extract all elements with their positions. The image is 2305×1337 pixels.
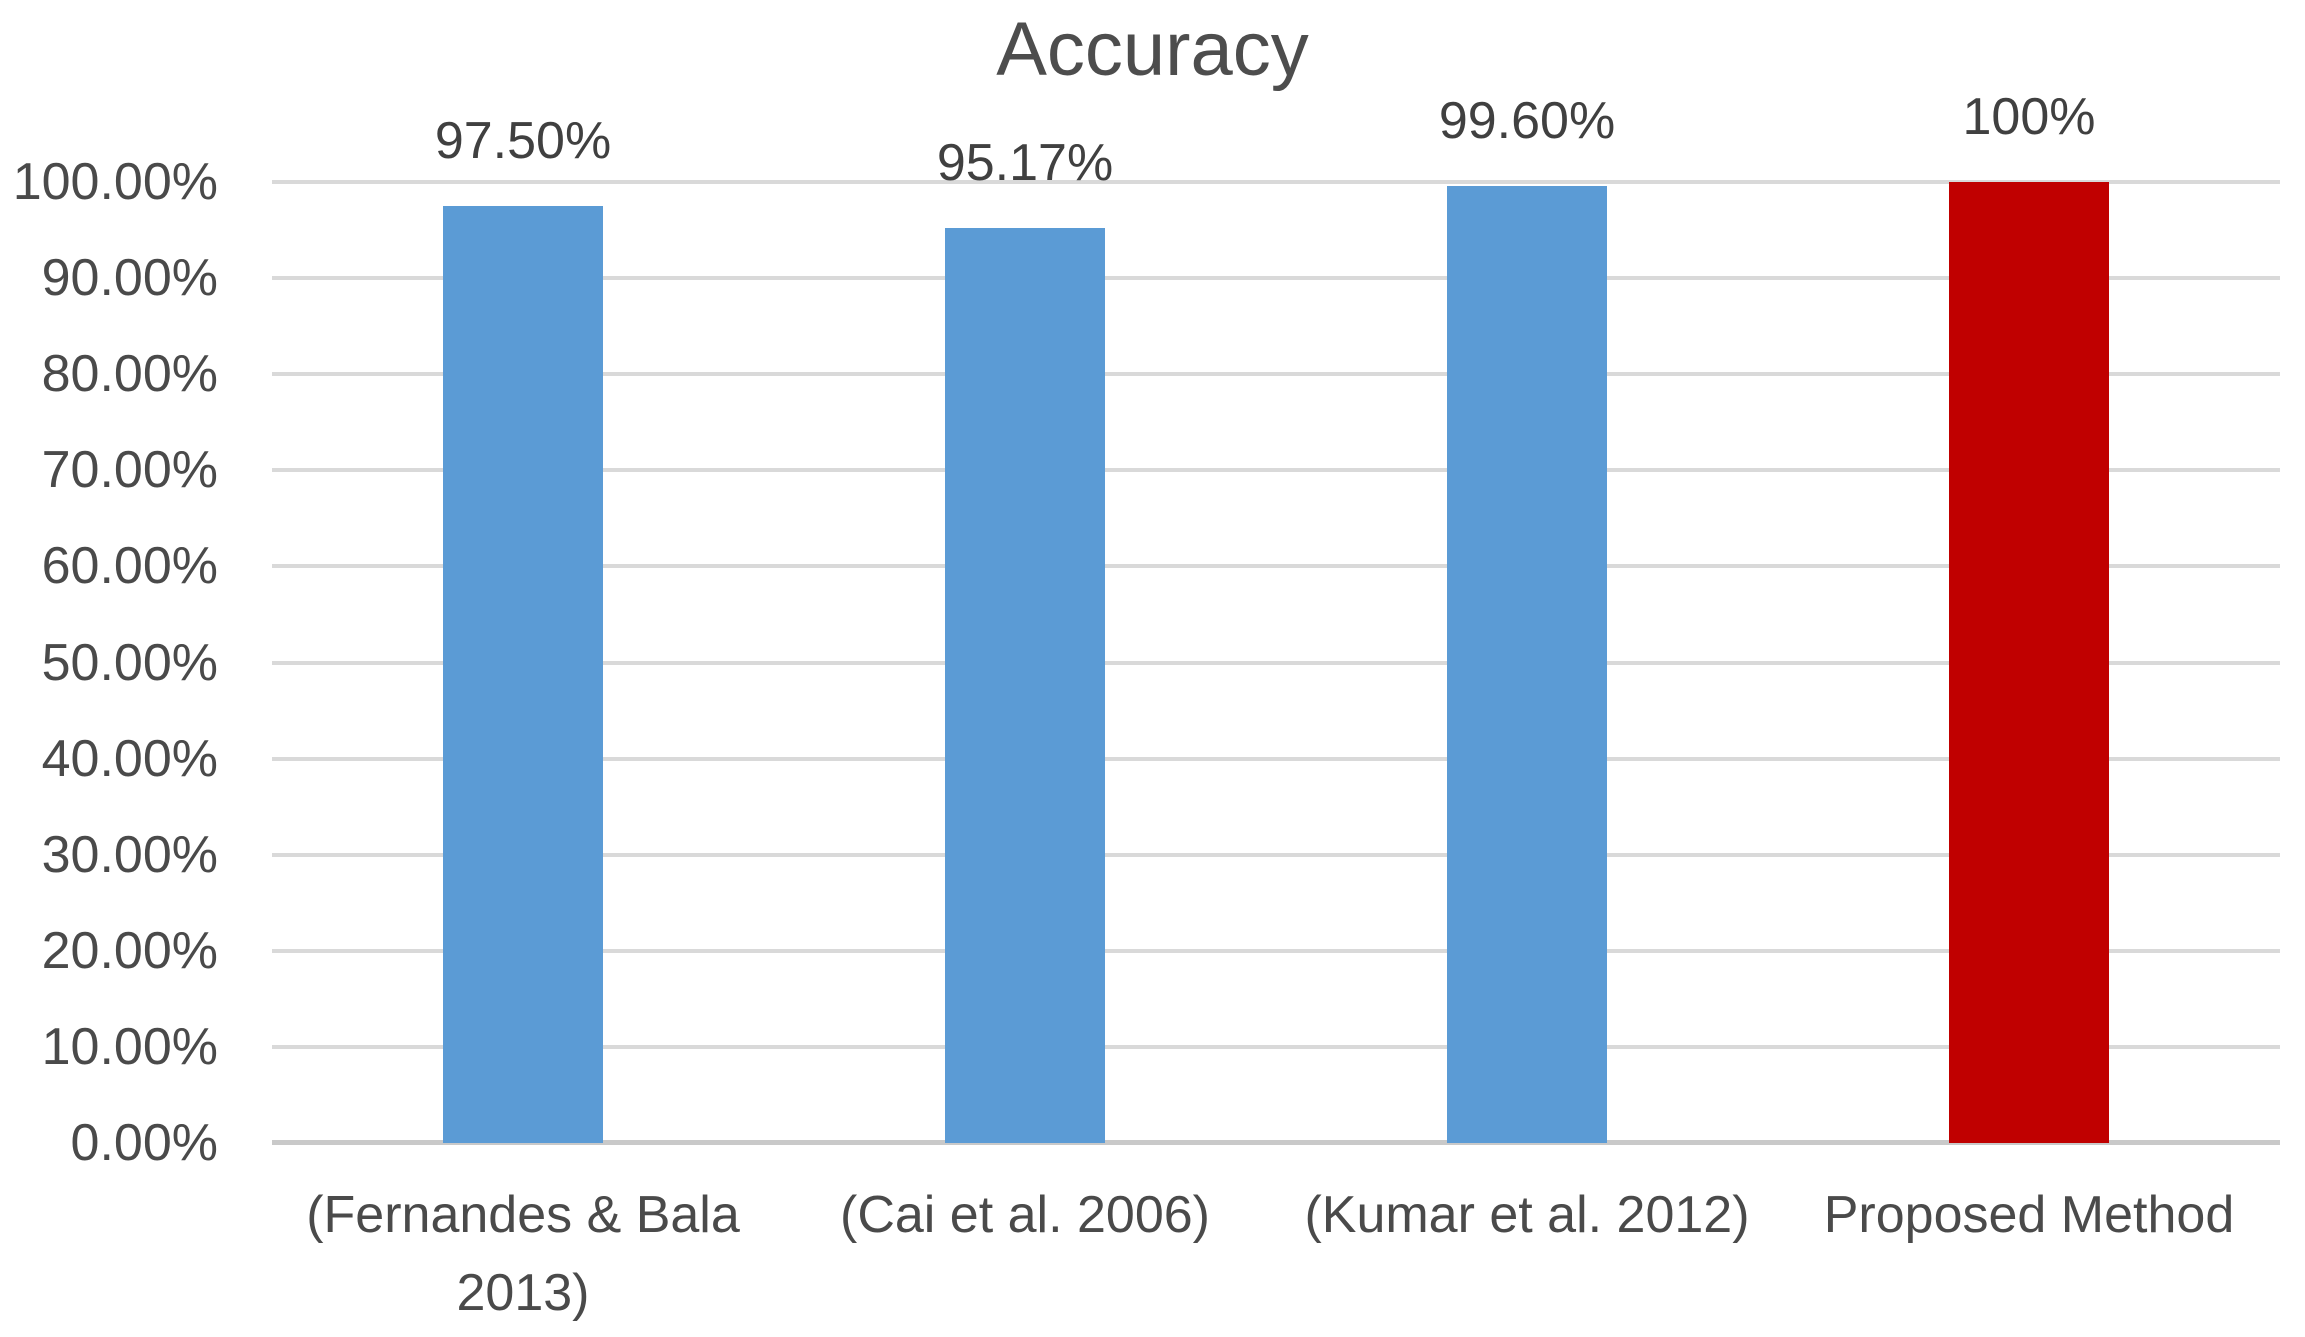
x-category-label: (Fernandes & Bala 2013): [306, 1186, 740, 1322]
gridline: [272, 564, 2280, 569]
gridline: [272, 180, 2280, 184]
y-tick-label: 10.00%: [41, 1017, 218, 1076]
y-tick-label: 20.00%: [41, 921, 218, 980]
gridline: [272, 852, 2280, 857]
bar-data-label: 95.17%: [936, 134, 1114, 193]
y-tick-label: 80.00%: [41, 345, 218, 404]
x-category-label: (Cai et al. 2006): [840, 1186, 1210, 1244]
gridline: [272, 948, 2280, 953]
gridline: [272, 468, 2280, 473]
x-axis-line: [272, 1140, 2280, 1145]
gridline: [272, 756, 2280, 761]
x-category-label: (Kumar et al. 2012): [1304, 1186, 1750, 1244]
y-tick-label: 100.00%: [12, 153, 218, 211]
bar-data-label: 100%: [1962, 88, 2096, 146]
gridline: [272, 1044, 2280, 1049]
y-tick-label: 90.00%: [41, 249, 218, 308]
gridline: [272, 660, 2280, 665]
chart-title: Accuracy: [996, 7, 1309, 92]
x-category-label: Proposed Method: [1823, 1186, 2235, 1244]
plot-area: 97.50% 95.17% 99.60% 100%: [272, 90, 2280, 1145]
gridline: [272, 372, 2280, 377]
y-tick-label: 60.00%: [41, 537, 218, 596]
y-tick-label: 40.00%: [41, 729, 218, 788]
bar-2: [945, 228, 1105, 1143]
bar-4: [1949, 182, 2109, 1143]
y-tick-label: 70.00%: [41, 441, 218, 500]
y-tick-label: 0.00%: [70, 1114, 218, 1172]
bar-3: [1447, 185, 1607, 1143]
y-tick-label: 30.00%: [41, 825, 218, 884]
bar-data-label: 97.50%: [434, 112, 612, 171]
y-tick-label: 50.00%: [41, 633, 218, 692]
bar-1: [443, 206, 603, 1143]
bar-data-label: 99.60%: [1438, 91, 1616, 150]
gridline: [272, 276, 2280, 281]
